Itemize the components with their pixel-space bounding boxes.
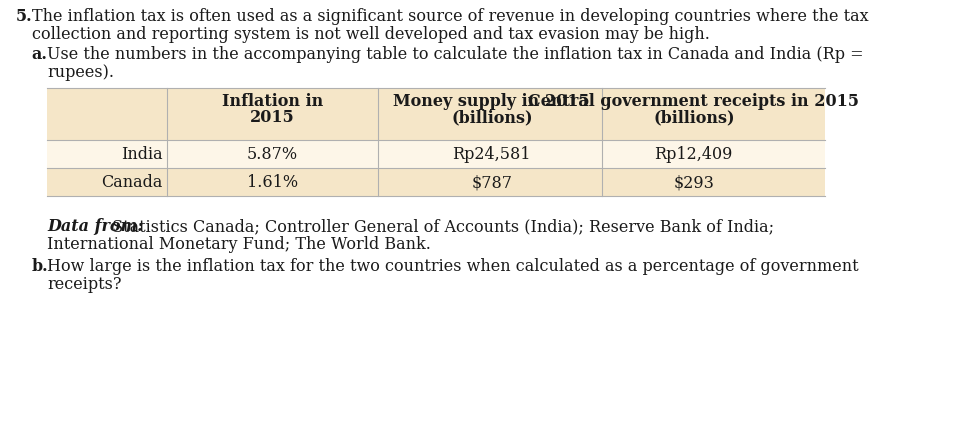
- Text: 5.87%: 5.87%: [247, 146, 298, 163]
- Text: a.: a.: [32, 46, 47, 63]
- Text: India: India: [120, 146, 163, 163]
- FancyBboxPatch shape: [47, 88, 825, 140]
- Text: International Monetary Fund; The World Bank.: International Monetary Fund; The World B…: [47, 236, 431, 253]
- Text: Data from:: Data from:: [47, 218, 144, 235]
- Text: 5.: 5.: [15, 8, 33, 25]
- Text: $787: $787: [471, 174, 512, 191]
- Text: Rp12,409: Rp12,409: [655, 146, 733, 163]
- Text: The inflation tax is often used as a significant source of revenue in developing: The inflation tax is often used as a sig…: [32, 8, 869, 25]
- Text: Canada: Canada: [101, 174, 163, 191]
- Text: 2015: 2015: [250, 109, 295, 126]
- Text: rupees).: rupees).: [47, 64, 115, 81]
- Text: $293: $293: [673, 174, 714, 191]
- Text: (billions): (billions): [451, 109, 532, 126]
- Text: Central government receipts in 2015: Central government receipts in 2015: [528, 93, 859, 110]
- Text: receipts?: receipts?: [47, 276, 121, 293]
- Text: Use the numbers in the accompanying table to calculate the inflation tax in Cana: Use the numbers in the accompanying tabl…: [47, 46, 864, 63]
- Text: How large is the inflation tax for the two countries when calculated as a percen: How large is the inflation tax for the t…: [47, 258, 859, 275]
- FancyBboxPatch shape: [47, 168, 825, 196]
- Text: b.: b.: [32, 258, 48, 275]
- Text: 1.61%: 1.61%: [247, 174, 298, 191]
- Text: (billions): (billions): [653, 109, 735, 126]
- Text: Inflation in: Inflation in: [222, 93, 323, 110]
- Text: Rp24,581: Rp24,581: [452, 146, 531, 163]
- FancyBboxPatch shape: [47, 140, 825, 168]
- Text: collection and reporting system is not well developed and tax evasion may be hig: collection and reporting system is not w…: [32, 26, 710, 43]
- Text: Money supply in 2015: Money supply in 2015: [393, 93, 590, 110]
- Text: Statistics Canada; Controller General of Accounts (India); Reserve Bank of India: Statistics Canada; Controller General of…: [107, 218, 774, 235]
